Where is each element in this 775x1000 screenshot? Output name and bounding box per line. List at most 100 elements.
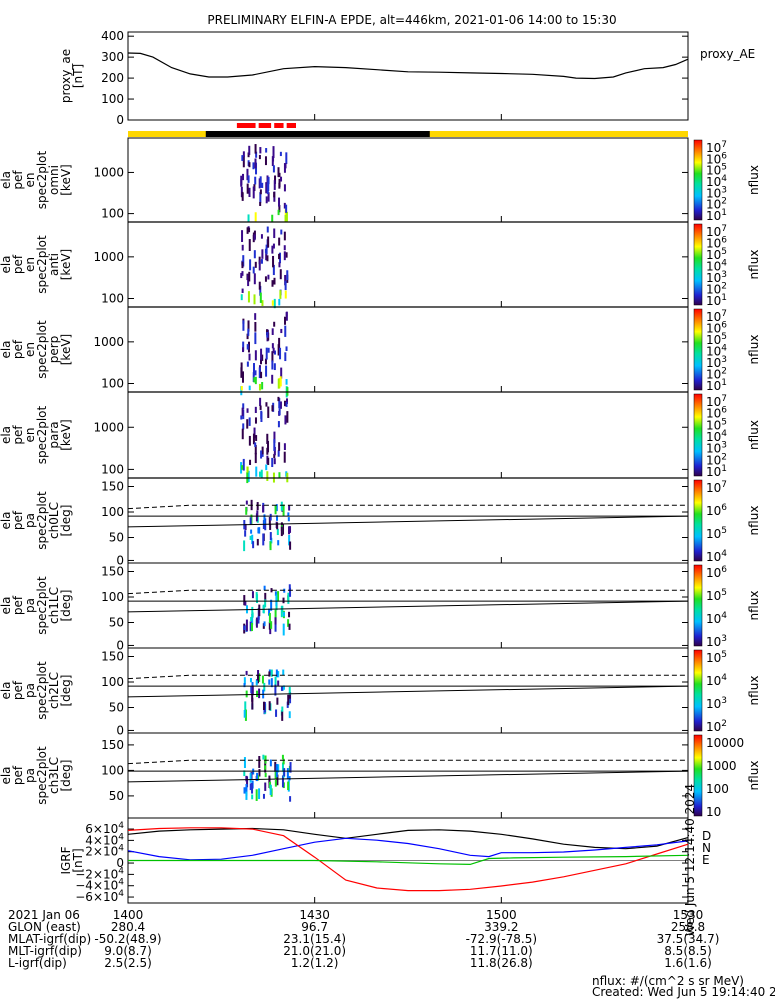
ch1-ylabel-line: ela <box>0 596 13 614</box>
spectrogram-pixel <box>278 197 281 207</box>
footer-row-value: 11.7(11.0) <box>470 944 533 958</box>
y-tick-label: 150 <box>101 565 124 579</box>
footer-row-value: 2.5(2.5) <box>104 956 152 970</box>
spectrogram-pixel <box>275 669 278 678</box>
spectrogram-pixel <box>244 601 247 606</box>
spectrogram-pixel <box>263 621 266 627</box>
spectrogram-pixel <box>266 433 269 444</box>
spectrogram-pixel <box>240 186 243 198</box>
spectrogram-pixel <box>257 670 260 676</box>
spectrogram-pixel <box>285 252 288 258</box>
figure-title: PRELIMINARY ELFIN-A EPDE, alt=446km, 202… <box>207 13 616 27</box>
spectrogram-pixel <box>279 347 282 360</box>
spectrogram-pixel <box>252 162 255 170</box>
igrf-legend-label: E <box>702 853 710 867</box>
spectrogram-pixel <box>242 423 245 430</box>
spectrogram-pixel <box>285 211 288 222</box>
spectrogram-pixel <box>249 535 252 540</box>
igrf-series-line <box>127 837 689 861</box>
spectrogram-pixel <box>244 530 247 537</box>
spectrogram-pixel <box>264 592 267 602</box>
para-ylabel-line: [keV] <box>59 419 73 450</box>
spectrogram-pixel <box>264 358 267 365</box>
spectrogram-pixel <box>283 251 286 261</box>
spectrogram-pixel <box>278 298 281 306</box>
spectrogram-pixel <box>273 453 276 459</box>
ch0-ylabel-line: pef <box>11 510 25 530</box>
colorbar-tick-label: 103 <box>706 634 727 649</box>
spectrogram-pixel <box>252 372 255 382</box>
anti-loss-cone-line <box>127 589 688 595</box>
spectrogram-pixel <box>288 623 291 630</box>
spectrogram-pixel <box>274 591 277 596</box>
y-tick-label: 400 <box>101 29 124 43</box>
spectrogram-pixel <box>245 784 248 796</box>
spectrogram-pixel <box>242 173 245 181</box>
spectrogram-pixel <box>283 202 286 209</box>
spectrogram-pixel <box>283 163 286 173</box>
spectrogram-pixel <box>243 683 246 688</box>
spectrogram-pixel <box>249 459 252 465</box>
anti-loss-cone-line <box>127 504 688 510</box>
loss-cone-line <box>127 770 689 783</box>
spectrogram-pixel <box>251 697 254 710</box>
y-tick-label: 0 <box>116 113 124 127</box>
spectrogram-pixel <box>275 766 278 778</box>
spectrogram-pixel <box>278 408 281 416</box>
footer-row-label: MLT-igrf(dip) <box>8 944 82 958</box>
spectrogram-pixel <box>283 184 286 192</box>
spectrogram-pixel <box>284 214 287 222</box>
spectrogram-pixel <box>287 517 290 522</box>
colorbar-tick-label: 107 <box>706 309 727 324</box>
spectrogram-pixel <box>281 775 284 788</box>
spectrogram-pixel <box>243 787 246 794</box>
spectrogram-pixel <box>277 421 280 428</box>
panel-ae: 400 300 200 100 0 proxy_ae[nT] proxy_AE <box>59 29 755 127</box>
spectrogram-pixel <box>258 471 261 477</box>
spectrogram-pixel <box>276 774 279 786</box>
spectrogram-pixel <box>240 175 243 187</box>
spectrogram-pixel <box>270 669 273 677</box>
colorbar-tick-label: 103 <box>706 270 727 285</box>
spectrogram-pixel <box>260 469 263 479</box>
ch2-ylabel-line: [deg] <box>59 675 73 707</box>
perp-ylabel-line: [keV] <box>59 334 73 365</box>
ch0-ylabel-line: spec2plot <box>35 491 49 550</box>
spectrogram-pixel <box>254 212 257 222</box>
anti-loss-cone-line <box>127 674 688 680</box>
spectrogram-pixel <box>255 162 258 175</box>
spectrogram-pixel <box>264 276 267 282</box>
spectrogram-pixel <box>271 457 274 468</box>
colorbar-tick-label: 100 <box>706 782 729 796</box>
panel-frame <box>127 221 689 308</box>
y-tick-label: 50 <box>109 531 124 545</box>
colorbar-label: nflux <box>747 761 761 791</box>
spectrogram-pixel <box>285 471 288 477</box>
para-ylabel-line: en <box>23 428 37 443</box>
spectrogram-pixel <box>289 796 292 802</box>
footer-row-value: -50.2(48.9) <box>94 932 161 946</box>
spectrogram-pixel <box>277 378 280 389</box>
spectrogram-pixel <box>253 273 256 285</box>
spectrogram-pixel <box>271 214 274 222</box>
spectrogram-pixel <box>282 504 285 517</box>
spectrogram-pixel <box>267 457 270 465</box>
spectrogram-pixel <box>245 507 248 515</box>
panel-frame <box>127 562 689 649</box>
spectrogram-pixel <box>269 523 272 530</box>
spectrogram-pixel <box>264 599 267 608</box>
colorbar-scale <box>693 479 703 562</box>
spectrogram-pixel <box>266 471 269 481</box>
footer-row-value: 23.1(15.4) <box>283 932 346 946</box>
anti-ylabel-line: spec2plot <box>35 235 49 294</box>
spectrogram-pixel <box>256 538 259 546</box>
perp-ylabel-line: spec2plot <box>35 320 49 379</box>
spectrogram-pixel <box>255 435 258 441</box>
status-bar <box>128 123 688 137</box>
spectrogram-pixel <box>286 398 289 404</box>
spectrogram-pixel <box>252 433 255 445</box>
y-tick-label: 100 <box>101 763 124 777</box>
spectrogram-pixel <box>271 343 274 349</box>
spectrogram-pixel <box>256 690 259 698</box>
